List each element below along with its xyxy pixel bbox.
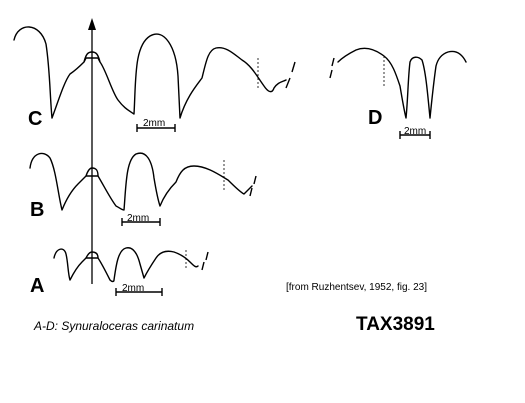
panel-d-label: D (368, 107, 382, 129)
panel-b-suture: 2mm B (29, 152, 257, 226)
panel-d-suture: 2mm D (329, 47, 467, 139)
panel-c-label: C (28, 108, 42, 130)
panel-b-scale-label: 2mm (127, 213, 149, 224)
axis-arrowhead-icon (88, 18, 96, 30)
panel-a-suture: 2mm A (30, 247, 209, 297)
panel-c-suture: 2mm C (13, 26, 296, 132)
panel-a-label: A (30, 275, 44, 297)
taxon-id: TAX3891 (356, 314, 435, 335)
source-citation: [from Ruzhentsev, 1952, fig. 23] (286, 282, 428, 293)
panel-b-label: B (30, 199, 44, 221)
panel-a-scale-label: 2mm (122, 283, 144, 294)
panel-c-scale-label: 2mm (143, 118, 165, 129)
panel-d-scale-label: 2mm (404, 126, 426, 137)
species-caption: A-D: Synuraloceras carinatum (34, 319, 195, 333)
